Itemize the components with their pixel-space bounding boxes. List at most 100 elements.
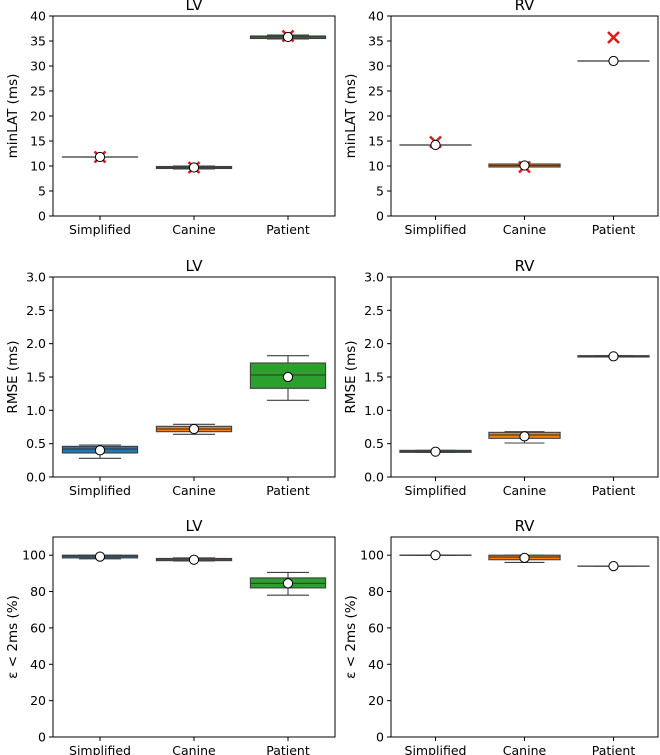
plot-frame xyxy=(390,536,659,738)
y-tick-label: 0.0 xyxy=(364,470,384,485)
mean-marker xyxy=(608,560,619,572)
y-tick-label: 30 xyxy=(30,59,46,74)
y-tick-label: 2.0 xyxy=(26,336,46,351)
chart-panel-1: LV minLAT (ms) 0 5 10 15 20 25 30 35 40 Simplified C… xyxy=(5,0,336,237)
mean-marker xyxy=(608,351,619,362)
x-tick-label: Patient xyxy=(266,222,310,237)
y-tick-label: 1.0 xyxy=(364,403,384,418)
mean-marker xyxy=(282,578,294,589)
mean-marker xyxy=(188,554,200,565)
mean-marker xyxy=(282,371,294,383)
mean-marker xyxy=(94,551,106,562)
y-tick-label: 35 xyxy=(368,34,384,49)
y-tick-label: 40 xyxy=(30,657,46,672)
y-tick-label: 80 xyxy=(368,584,384,599)
y-axis-label: minLAT (ms) xyxy=(343,74,359,159)
y-tick-label: 40 xyxy=(30,9,46,24)
x-tick-label: Canine xyxy=(503,483,547,498)
y-tick-label: 15 xyxy=(30,134,46,149)
x-tick-label: Canine xyxy=(172,743,216,755)
y-tick-label: 0 xyxy=(38,730,46,745)
y-tick-label: 1.0 xyxy=(26,403,46,418)
y-tick-label: 10 xyxy=(30,159,46,174)
mean-marker xyxy=(188,423,200,435)
y-tick-label: 1.5 xyxy=(364,370,384,385)
y-tick-label: 1.5 xyxy=(26,370,46,385)
chart-title: LV xyxy=(186,0,204,14)
x-tick-label: Canine xyxy=(172,222,216,237)
y-tick-label: 35 xyxy=(30,34,46,49)
y-tick-label: 25 xyxy=(30,84,46,99)
chart-title: RV xyxy=(515,257,536,275)
y-tick-label: 100 xyxy=(22,548,46,563)
y-tick-label: 20 xyxy=(30,109,46,124)
mean-marker xyxy=(94,445,106,456)
chart-title: LV xyxy=(186,257,204,275)
mean-marker xyxy=(94,151,106,163)
y-tick-label: 20 xyxy=(368,109,384,124)
y-tick-label: 0.0 xyxy=(26,470,46,485)
chart-title: LV xyxy=(186,517,204,535)
y-tick-label: 40 xyxy=(368,9,384,24)
mean-marker xyxy=(430,139,441,151)
y-tick-label: 40 xyxy=(368,657,384,672)
chart-panel-6: RV ε < 2ms (%) 0 20 40 60 80 100 Simplified Canin… xyxy=(343,517,659,755)
plot-frame xyxy=(52,276,336,478)
y-tick-label: 80 xyxy=(30,584,46,599)
x-tick-label: Simplified xyxy=(405,483,467,498)
mean-marker xyxy=(608,55,619,67)
y-tick-label: 100 xyxy=(360,548,384,563)
y-tick-label: 5 xyxy=(38,184,46,199)
plot-frame xyxy=(52,536,336,738)
y-axis-label: minLAT (ms) xyxy=(5,74,21,159)
plot-frame xyxy=(390,15,659,217)
x-tick-label: Patient xyxy=(592,222,636,237)
y-tick-label: 2.5 xyxy=(26,303,46,318)
chart-panel-4: RV RMSE (ms) 0.0 0.5 1.0 1.5 2.0 2.5 3.0 Simplifi… xyxy=(343,257,659,498)
y-tick-label: 20 xyxy=(368,693,384,708)
x-tick-label: Simplified xyxy=(69,743,131,755)
x-tick-label: Patient xyxy=(592,483,636,498)
x-tick-label: Canine xyxy=(172,483,216,498)
y-axis-label: ε < 2ms (%) xyxy=(5,595,21,679)
chart-panel-5: LV ε < 2ms (%) 0 20 40 60 80 100 Simplified Canin… xyxy=(5,517,336,755)
x-tick-label: Patient xyxy=(592,743,636,755)
y-tick-label: 10 xyxy=(368,159,384,174)
chart-panel-3: LV RMSE (ms) 0.0 0.5 1.0 1.5 2.0 2.5 3.0 Simplifi… xyxy=(5,257,336,498)
cross-marker xyxy=(607,31,620,44)
chart-title: RV xyxy=(515,517,536,535)
y-axis-label: ε < 2ms (%) xyxy=(343,595,359,679)
y-tick-label: 15 xyxy=(368,134,384,149)
mean-marker xyxy=(430,446,441,457)
plot-frame xyxy=(390,276,659,478)
y-tick-label: 25 xyxy=(368,84,384,99)
x-tick-label: Canine xyxy=(503,743,547,755)
x-tick-label: Simplified xyxy=(69,222,131,237)
x-tick-label: Simplified xyxy=(405,743,467,755)
plot-frame xyxy=(52,15,336,217)
y-tick-label: 30 xyxy=(368,59,384,74)
x-tick-label: Patient xyxy=(266,483,310,498)
y-tick-label: 5 xyxy=(376,184,384,199)
chart-panel-2: RV minLAT (ms) 0 5 10 15 20 25 30 35 40 Simplified C… xyxy=(343,0,659,237)
mean-marker xyxy=(188,162,200,173)
y-tick-label: 3.0 xyxy=(26,270,46,285)
mean-marker xyxy=(519,431,530,442)
mean-marker xyxy=(519,552,530,564)
y-tick-label: 60 xyxy=(368,620,384,635)
y-tick-label: 2.0 xyxy=(364,336,384,351)
cross-stroke xyxy=(607,31,620,44)
chart-title: RV xyxy=(515,0,536,14)
y-tick-label: 0 xyxy=(376,209,384,224)
y-tick-label: 2.5 xyxy=(364,303,384,318)
y-axis-label: RMSE (ms) xyxy=(343,340,359,413)
mean-marker xyxy=(519,160,530,171)
y-tick-label: 0 xyxy=(38,209,46,224)
y-tick-label: 0.5 xyxy=(364,436,384,451)
y-tick-label: 0.5 xyxy=(26,436,46,451)
y-tick-label: 0 xyxy=(376,730,384,745)
x-tick-label: Canine xyxy=(503,222,547,237)
y-tick-label: 60 xyxy=(30,620,46,635)
mean-marker xyxy=(430,550,441,561)
